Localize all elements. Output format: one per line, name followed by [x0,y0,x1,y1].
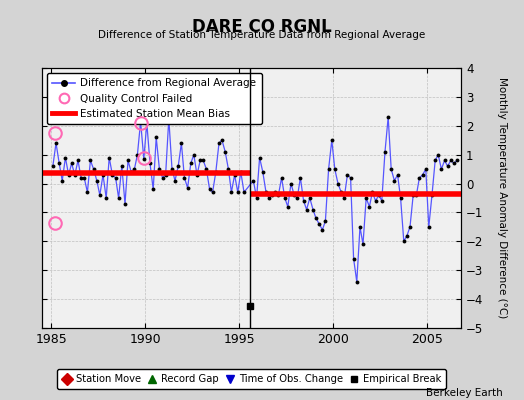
Y-axis label: Monthly Temperature Anomaly Difference (°C): Monthly Temperature Anomaly Difference (… [497,77,507,319]
Text: Difference of Station Temperature Data from Regional Average: Difference of Station Temperature Data f… [99,30,425,40]
Text: DARE CO RGNL: DARE CO RGNL [192,18,332,36]
Legend: Station Move, Record Gap, Time of Obs. Change, Empirical Break: Station Move, Record Gap, Time of Obs. C… [57,369,446,389]
Text: Berkeley Earth: Berkeley Earth [427,388,503,398]
